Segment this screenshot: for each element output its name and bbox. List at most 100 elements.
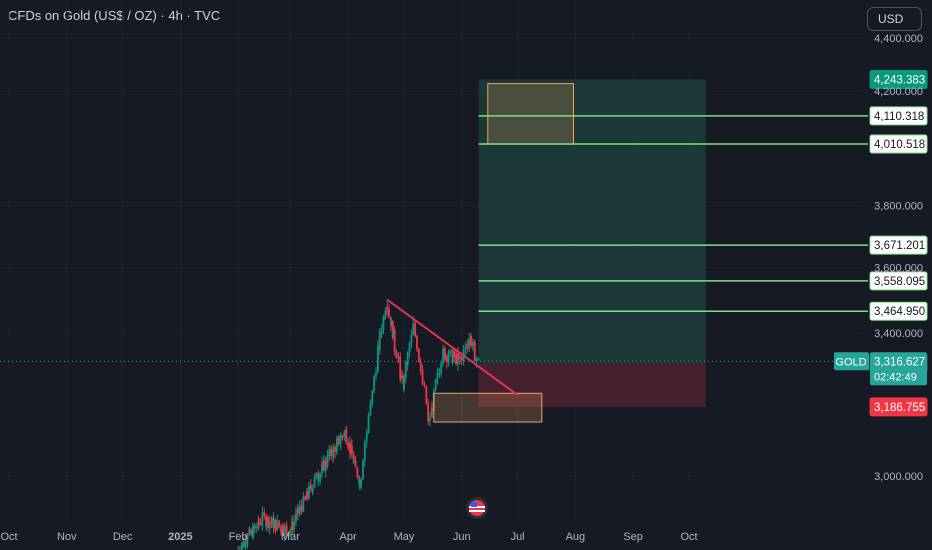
level-label-bg xyxy=(869,271,928,291)
candle xyxy=(246,532,249,544)
candle xyxy=(298,500,301,514)
candle-body xyxy=(285,526,288,532)
y-tick-label: 3,600.000 xyxy=(874,262,923,274)
level-label: 4,243.383 xyxy=(874,74,925,86)
candle-body xyxy=(429,417,431,419)
candle-body xyxy=(432,390,435,394)
candle-body xyxy=(274,519,277,531)
candle-body xyxy=(444,350,446,360)
candle xyxy=(473,339,476,362)
candle xyxy=(313,473,316,489)
candle-body xyxy=(455,354,458,365)
candle xyxy=(455,349,458,366)
candle-body xyxy=(438,372,441,374)
candle xyxy=(445,354,448,369)
y-tick-label: 3,400.000 xyxy=(874,328,923,340)
candle-body xyxy=(412,323,415,331)
candle xyxy=(287,533,290,541)
candle xyxy=(378,328,381,355)
candle-body xyxy=(442,348,444,359)
candle-body xyxy=(309,485,312,489)
candle xyxy=(302,492,305,513)
candle-body xyxy=(475,358,478,362)
candle-body xyxy=(391,321,394,339)
candle-body xyxy=(321,463,323,471)
candle-body xyxy=(289,529,292,534)
y-tick-label: 3,800.000 xyxy=(874,201,923,213)
candle-body xyxy=(440,363,443,367)
candle xyxy=(281,522,284,537)
candle-body xyxy=(369,404,372,416)
candle-body xyxy=(473,344,476,362)
candle xyxy=(453,348,456,364)
candle-body xyxy=(417,352,420,362)
candle xyxy=(434,382,437,392)
candle-body xyxy=(242,541,245,547)
candle xyxy=(265,521,267,531)
candle-body xyxy=(324,460,327,465)
candle xyxy=(263,508,266,520)
candle-body xyxy=(278,520,281,526)
candle-body xyxy=(367,422,370,434)
candle xyxy=(285,525,288,538)
candle-body xyxy=(376,356,379,373)
level-label-bg xyxy=(869,134,928,154)
candle-body xyxy=(470,336,472,346)
current-price-label: 3,316.627 xyxy=(874,356,925,368)
x-tick-label: Oct xyxy=(0,531,17,543)
level-label: 3,186.755 xyxy=(874,402,925,414)
candle xyxy=(252,522,254,540)
candle xyxy=(276,514,279,532)
candle-body xyxy=(311,487,314,492)
candle-body xyxy=(449,349,452,351)
candle xyxy=(339,432,342,442)
level-lines: 4,243.383 4,110.318 4,010.518 3,671.201 3,55… xyxy=(478,69,928,417)
candle-body xyxy=(315,472,318,477)
candle xyxy=(345,425,348,445)
candle-body xyxy=(416,335,418,342)
candle-body xyxy=(296,508,299,514)
trendline xyxy=(386,298,519,396)
candle xyxy=(470,332,472,349)
candle-body xyxy=(341,436,344,438)
candle-body xyxy=(471,341,474,345)
candle xyxy=(326,449,329,467)
tradingview-flag-icon[interactable] xyxy=(466,497,488,519)
chart-title: CFDs on Gold (US$ / OZ) · 4h · TVC xyxy=(8,8,221,23)
candle-body xyxy=(339,441,342,445)
candle-body xyxy=(365,433,368,438)
candle-body xyxy=(386,307,389,310)
candle-body xyxy=(371,390,374,398)
candle xyxy=(315,472,318,480)
candle xyxy=(451,351,454,366)
x-tick-label: Sep xyxy=(623,531,643,543)
candle xyxy=(335,435,338,443)
candle-body xyxy=(360,479,363,488)
candle xyxy=(354,455,357,468)
candle xyxy=(391,329,394,339)
candle-body xyxy=(460,357,463,361)
candle-body xyxy=(252,525,254,539)
candle xyxy=(421,368,424,386)
candle-body xyxy=(390,321,392,327)
candle-body xyxy=(434,383,437,391)
candle xyxy=(447,349,450,359)
candle xyxy=(365,428,368,441)
candle-body xyxy=(436,373,439,380)
candle-body xyxy=(457,352,459,365)
level-label-bg xyxy=(869,301,928,321)
candle xyxy=(460,355,463,365)
candle-body xyxy=(295,513,297,521)
x-tick-label: Dec xyxy=(113,531,133,543)
candle-body xyxy=(254,526,256,529)
level-label: 3,558.095 xyxy=(874,276,925,288)
candle xyxy=(300,505,303,515)
candle xyxy=(417,352,420,364)
candle-body xyxy=(406,352,409,365)
currency-button[interactable]: USD xyxy=(867,7,922,31)
candle xyxy=(270,515,273,523)
candle xyxy=(362,458,364,478)
candle-body xyxy=(308,486,310,498)
candle-body xyxy=(404,361,407,377)
